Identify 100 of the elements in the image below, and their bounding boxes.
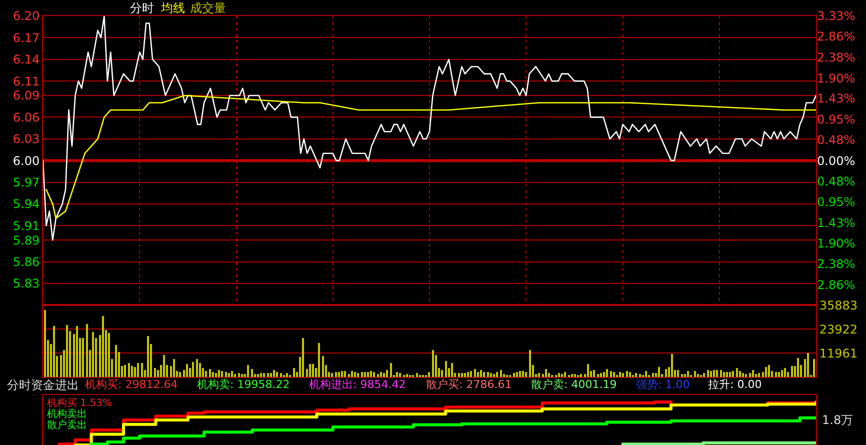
- bar: [677, 370, 679, 378]
- bar: [445, 361, 447, 378]
- y2-tick-label: 0.00%: [817, 154, 856, 168]
- bar: [538, 373, 540, 378]
- y-tick-label: 6.17: [12, 30, 40, 45]
- y-tick-label: 6.00: [12, 154, 40, 168]
- bar: [558, 373, 560, 378]
- bar: [364, 372, 366, 378]
- bar: [784, 368, 786, 378]
- annotation: 1.8万: [822, 413, 854, 427]
- bar: [341, 371, 343, 378]
- y-tick-label: 11961: [819, 346, 858, 360]
- bar: [726, 372, 728, 378]
- bar: [370, 371, 372, 378]
- bar: [163, 355, 165, 378]
- bar: [681, 374, 683, 378]
- bar: [707, 370, 709, 378]
- y2-tick-label: 0.48%: [817, 174, 856, 189]
- bar: [335, 372, 337, 378]
- y-tick-label: 23922: [819, 322, 858, 336]
- bar: [399, 373, 401, 378]
- bar: [470, 371, 472, 378]
- bar: [141, 363, 143, 378]
- bar: [354, 372, 356, 378]
- bar: [684, 374, 686, 378]
- bar: [432, 350, 434, 378]
- bar: [257, 374, 259, 378]
- y-tick-label: 5.86: [12, 254, 40, 269]
- bar: [231, 371, 233, 378]
- bar: [775, 372, 777, 378]
- bar: [348, 374, 350, 378]
- bar: [280, 373, 282, 378]
- y2-tick-label: 1.43%: [817, 216, 856, 230]
- text: 散户卖: 4001.19: [531, 378, 617, 391]
- bar: [260, 373, 262, 378]
- bar: [606, 369, 608, 378]
- bar: [318, 343, 320, 378]
- bar: [215, 373, 217, 378]
- y-tick-label: 5.94: [12, 197, 40, 212]
- bar: [597, 374, 599, 378]
- bar: [267, 373, 269, 378]
- bar: [367, 372, 369, 378]
- bar: [736, 368, 738, 378]
- bar: [519, 371, 521, 378]
- bar: [82, 338, 84, 378]
- bar: [490, 373, 492, 378]
- text: 拉升: 0.00: [708, 378, 762, 391]
- bar: [787, 372, 789, 378]
- y2-tick-label: 0.95%: [817, 112, 856, 127]
- bar: [697, 374, 699, 378]
- bar: [154, 368, 156, 378]
- bar: [742, 373, 744, 378]
- annotation: 机构卖出: [47, 408, 87, 420]
- bar: [383, 373, 385, 378]
- bar: [610, 371, 612, 378]
- bar: [221, 371, 223, 378]
- bar: [574, 374, 576, 378]
- bar: [645, 371, 647, 378]
- bar: [720, 370, 722, 378]
- bar: [500, 370, 502, 378]
- bar: [652, 373, 654, 378]
- bar: [813, 359, 815, 378]
- bar: [134, 367, 136, 378]
- bar: [768, 365, 770, 378]
- line-series: [43, 16, 816, 241]
- bar: [196, 359, 198, 378]
- bar: [603, 372, 605, 378]
- bar: [357, 373, 359, 378]
- bar: [797, 358, 799, 378]
- chart-title: 分时资金进出: [7, 378, 79, 392]
- bar: [665, 369, 667, 378]
- line-series: [46, 94, 816, 220]
- text: 机构进出: 9854.42: [309, 378, 406, 391]
- bar: [302, 338, 304, 378]
- bar: [781, 370, 783, 378]
- bar: [464, 373, 466, 378]
- bar: [496, 372, 498, 378]
- bar: [186, 364, 188, 378]
- y2-tick-label: 1.43%: [817, 92, 856, 106]
- y2-tick-label: 2.86%: [817, 278, 856, 292]
- bar: [749, 373, 751, 378]
- y-tick-label: 35883: [819, 298, 858, 312]
- text: 机构卖: 19958.22: [197, 378, 290, 391]
- bar: [179, 372, 181, 378]
- bar: [758, 373, 760, 378]
- y-tick-label: 6.06: [12, 110, 40, 124]
- y2-tick-label: 3.33%: [817, 9, 856, 24]
- bar: [108, 333, 110, 378]
- bar: [622, 373, 624, 378]
- bar: [671, 354, 673, 378]
- annotation: 机构买 1.53%: [47, 397, 112, 409]
- bar: [212, 372, 214, 378]
- bar: [380, 372, 382, 378]
- bar: [128, 363, 130, 378]
- series-label: 分时: [130, 1, 154, 15]
- text: 强势: 1.00: [636, 378, 690, 391]
- bar: [619, 372, 621, 378]
- bar: [467, 372, 469, 378]
- bar: [483, 372, 485, 378]
- bar: [263, 373, 265, 378]
